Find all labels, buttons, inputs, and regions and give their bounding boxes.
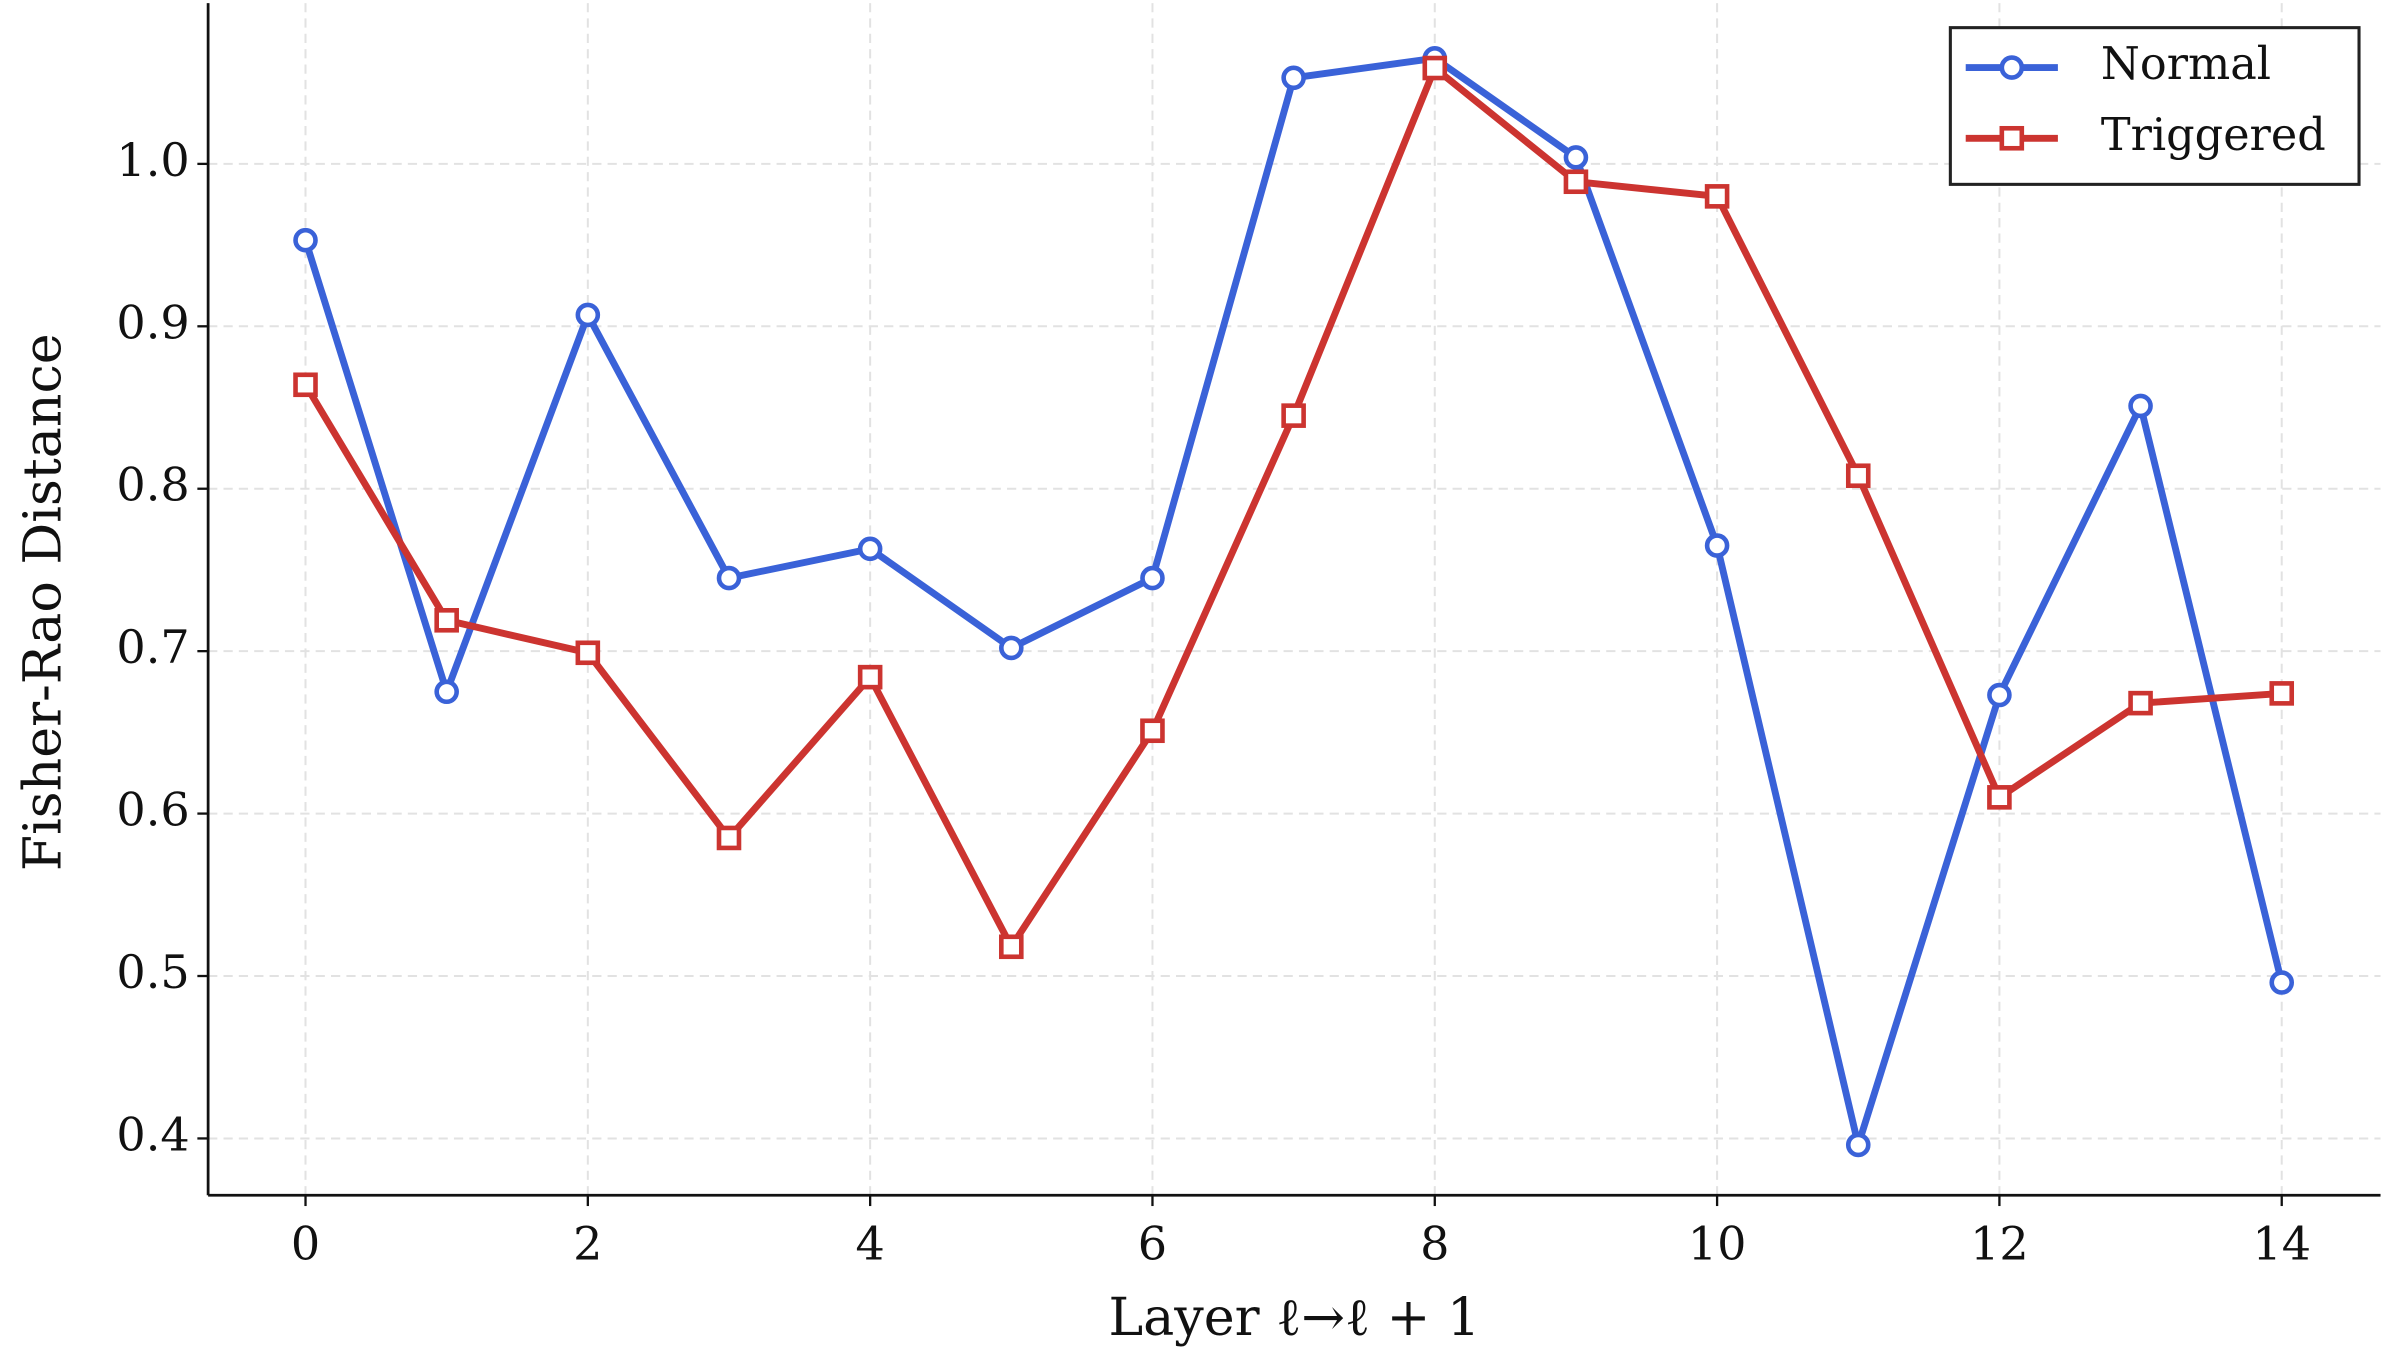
marker (716, 825, 742, 851)
marker (575, 302, 601, 328)
y-axis-label: Fisher-Rao Distance (13, 333, 73, 871)
x-tick-label: 10 (1688, 1217, 1747, 1271)
marker (1845, 1132, 1871, 1158)
x-tick-label: 2 (573, 1217, 602, 1271)
marker (575, 640, 601, 666)
marker (857, 664, 883, 690)
marker (1563, 169, 1589, 195)
marker (999, 934, 1024, 960)
marker (1140, 718, 1165, 744)
marker (1999, 125, 2025, 151)
x-tick-label: 12 (1970, 1217, 2029, 1271)
marker (1140, 565, 1165, 591)
x-tick-label: 4 (855, 1217, 884, 1271)
x-tick-label: 6 (1138, 1217, 1167, 1271)
x-tick-label: 0 (291, 1217, 320, 1271)
x-tick-label: 8 (1420, 1217, 1449, 1271)
legend: Normal Triggered (1948, 26, 2361, 186)
marker (1987, 682, 2012, 708)
legend-label: Normal (2101, 38, 2271, 90)
marker (293, 227, 318, 253)
marker (857, 536, 883, 562)
marker (1999, 55, 2025, 80)
marker (2128, 690, 2153, 716)
marker (1987, 785, 2012, 810)
series-line (302, 54, 2286, 1149)
marker (1281, 65, 1306, 91)
marker (1704, 533, 1730, 558)
y-tick-label: 0.4 (116, 1107, 189, 1161)
series-line (302, 64, 2282, 951)
marker (2269, 970, 2295, 995)
marker (1845, 463, 1871, 489)
y-tick-label: 0.8 (116, 458, 189, 512)
marker (1422, 55, 1448, 81)
marker (716, 565, 742, 591)
marker (2128, 393, 2153, 419)
marker (2269, 681, 2295, 706)
marker (1704, 184, 1730, 209)
legend-label: Triggered (2101, 109, 2326, 161)
marker (293, 372, 318, 398)
legend-box (1948, 26, 2361, 186)
marker (434, 608, 459, 633)
marker (1281, 403, 1306, 428)
marker (434, 679, 459, 705)
x-axis-label: Layer ℓ→ℓ + 1 (1108, 1288, 1480, 1348)
y-tick-label: 0.9 (116, 295, 189, 349)
y-tick-label: 0.6 (116, 783, 189, 837)
x-tick-label: 14 (2252, 1217, 2311, 1271)
y-tick-label: 0.7 (116, 620, 189, 674)
marker (999, 635, 1024, 661)
y-tick-label: 1.0 (116, 133, 189, 187)
y-tick-label: 0.5 (116, 945, 189, 999)
marker (1563, 145, 1589, 170)
